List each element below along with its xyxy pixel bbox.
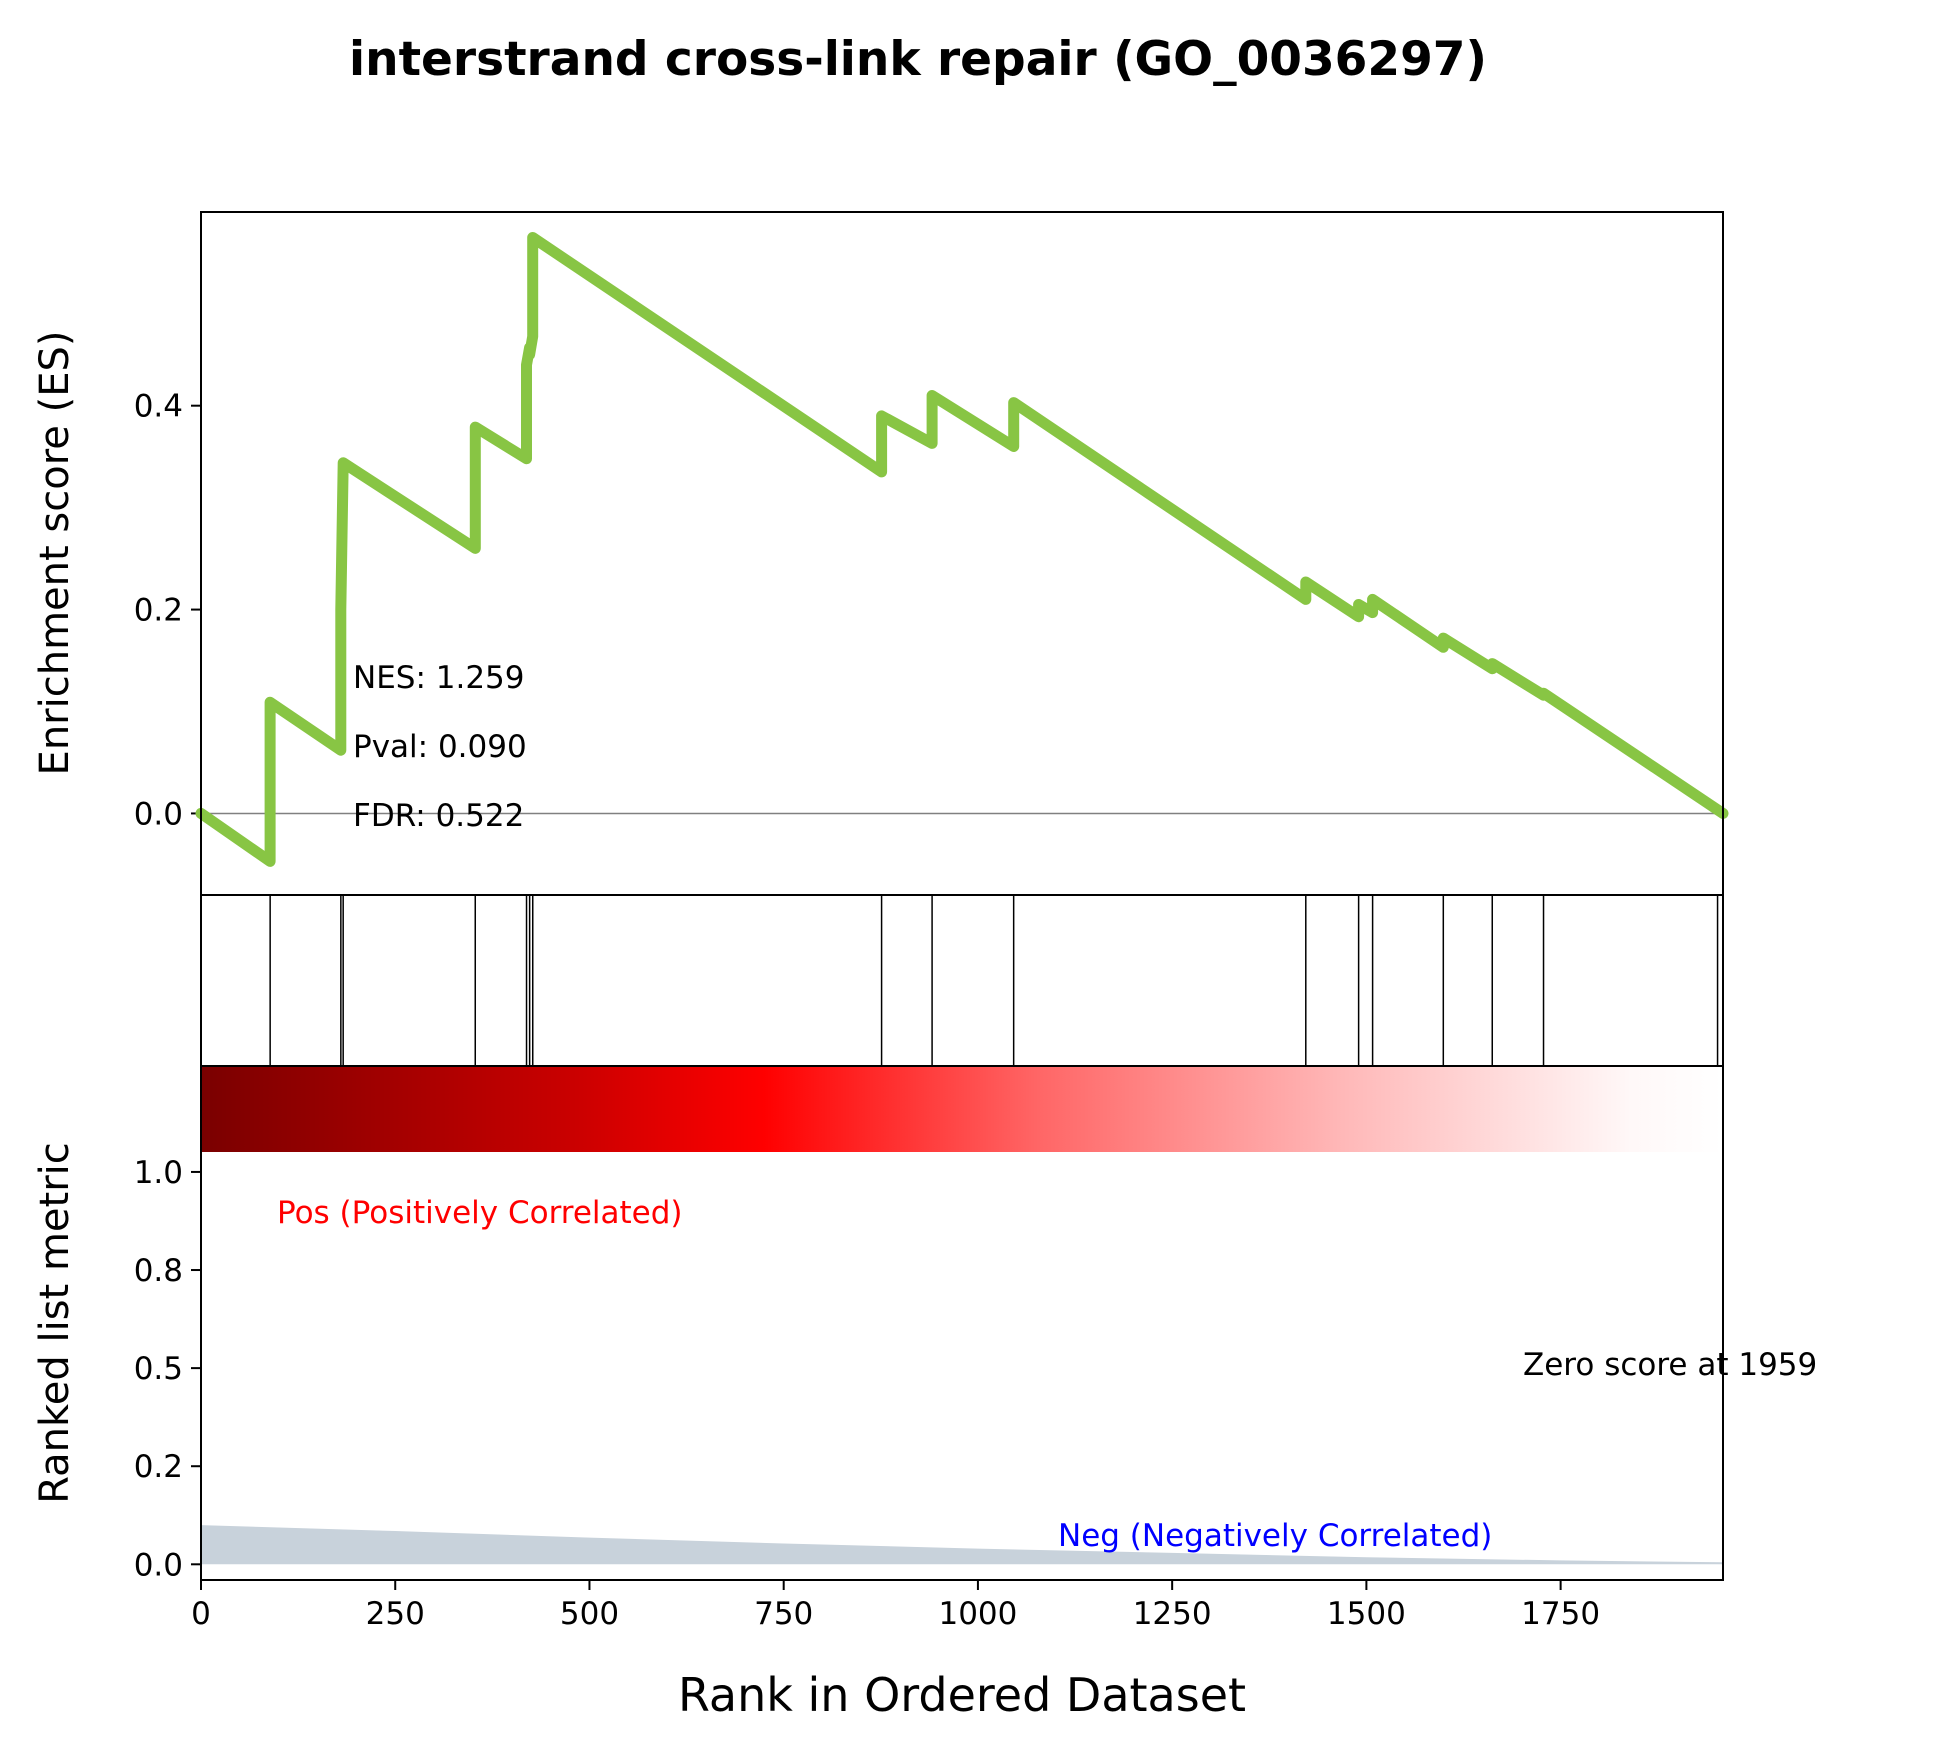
es-y-tick-label: 0.4 (134, 389, 183, 425)
x-axis-ticks: 0 250 500 750 1000 1250 1500 1750 (191, 1580, 1600, 1632)
hits-plot-frame (200, 894, 1724, 1067)
metric-y-tick-label: 0.0 (134, 1547, 183, 1583)
metric-panel: 0.0 0.2 0.5 0.8 1.0 Ranked list metric Pos (… (32, 1065, 1817, 1583)
es-y-tick-label: 0.2 (134, 593, 183, 629)
pval-annotation: Pval: 0.090 (353, 729, 527, 765)
zero-score-label: Zero score at 1959 (1523, 1347, 1817, 1383)
x-axis-label: Rank in Ordered Dataset (678, 1668, 1246, 1722)
x-tick-label: 500 (560, 1596, 619, 1632)
metric-y-tick-label: 0.8 (134, 1253, 183, 1289)
chart-title: interstrand cross-link repair (GO_003629… (349, 32, 1487, 87)
metric-plot-frame (200, 1065, 1724, 1581)
metric-y-tick-label: 1.0 (134, 1155, 183, 1191)
x-tick-label: 1250 (1133, 1596, 1212, 1632)
neg-correlated-label: Neg (Negatively Correlated) (1058, 1518, 1492, 1554)
pos-correlated-label: Pos (Positively Correlated) (277, 1195, 683, 1231)
hit-lines (269, 895, 1719, 1066)
fdr-annotation: FDR: 0.522 (353, 798, 524, 834)
metric-y-tick-label: 0.2 (134, 1449, 183, 1485)
x-tick-label: 0 (191, 1596, 211, 1632)
es-plot-frame (200, 211, 1724, 896)
correlation-heatmap-bar (201, 1066, 1723, 1152)
x-tick-label: 1500 (1327, 1596, 1406, 1632)
x-tick-label: 1750 (1521, 1596, 1600, 1632)
es-y-tick-label: 0.0 (134, 796, 183, 832)
x-tick-label: 750 (754, 1596, 813, 1632)
ranked-metric-area (201, 1525, 1723, 1565)
metric-y-ticks: 0.0 0.2 0.5 0.8 1.0 (134, 1155, 201, 1583)
x-tick-label: 250 (366, 1596, 425, 1632)
es-series-line (195, 232, 1729, 867)
es-y-axis-label: Enrichment score (ES) (32, 331, 78, 776)
metric-y-axis-label: Ranked list metric (32, 1142, 78, 1504)
es-y-ticks: 0.0 0.2 0.4 (134, 389, 201, 832)
metric-y-tick-label: 0.5 (134, 1351, 183, 1387)
es-panel: 0.0 0.2 0.4 Enrichment score (ES) NES: 1.2… (32, 211, 1729, 896)
hits-panel (200, 894, 1724, 1067)
x-tick-label: 1000 (938, 1596, 1017, 1632)
nes-annotation: NES: 1.259 (353, 660, 525, 696)
